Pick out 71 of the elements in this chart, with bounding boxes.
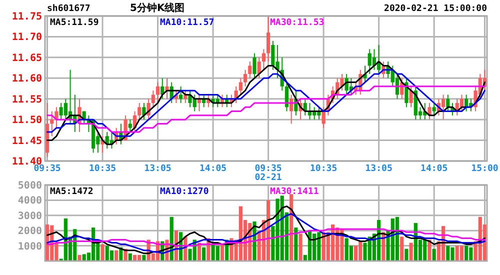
candlestick bbox=[248, 61, 252, 79]
bar bbox=[114, 250, 118, 261]
candlestick bbox=[138, 102, 142, 120]
candlestick bbox=[266, 16, 270, 62]
candlestick bbox=[128, 119, 132, 132]
text: MA5:11.59 bbox=[50, 18, 99, 28]
bar bbox=[354, 246, 358, 261]
candlestick bbox=[156, 82, 160, 104]
x-tick-label: 09:35 02-21 bbox=[254, 164, 282, 183]
bar bbox=[128, 253, 132, 261]
y-tick-label: 2000 bbox=[18, 226, 42, 238]
text: MA10:11.57 bbox=[160, 18, 214, 28]
candlestick bbox=[322, 106, 326, 128]
bar bbox=[404, 248, 408, 261]
bar bbox=[460, 246, 464, 261]
text: MA5:1472 bbox=[50, 187, 94, 197]
text: MA30:1411 bbox=[270, 187, 319, 197]
y-tick-label: 11.55 bbox=[12, 94, 42, 106]
bar bbox=[464, 246, 468, 261]
x-tick-label: 15:00 bbox=[471, 164, 498, 174]
bar bbox=[400, 236, 404, 261]
y-tick-label: 11.50 bbox=[12, 115, 42, 126]
y-tick-label: 4000 bbox=[18, 196, 42, 207]
y-tick-label: 1000 bbox=[18, 241, 42, 252]
chart-title: 5分钟K线图 bbox=[130, 2, 185, 14]
bar bbox=[78, 254, 82, 261]
candlestick bbox=[179, 86, 183, 104]
candlestick bbox=[243, 69, 248, 87]
text: 2020-02-21 15:00:00 bbox=[384, 4, 487, 14]
x-tick-label: 13:05 bbox=[365, 164, 392, 174]
chart-subtitle: sh601677 bbox=[47, 4, 90, 14]
x-tick-label: 14:05 bbox=[420, 164, 448, 174]
bar bbox=[110, 250, 114, 261]
candlestick bbox=[184, 90, 188, 104]
bar bbox=[432, 248, 436, 261]
y-tick-label: 11.60 bbox=[12, 74, 42, 85]
candlestick bbox=[262, 48, 266, 70]
y-tick-label: 11.75 bbox=[12, 12, 42, 22]
y-tick-label: 11.65 bbox=[12, 52, 42, 64]
candlestick bbox=[151, 90, 155, 108]
candlestick bbox=[404, 78, 408, 108]
bar bbox=[100, 244, 104, 261]
candlestick bbox=[54, 106, 58, 128]
line-series bbox=[46, 228, 486, 247]
y-tick-label: 5000 bbox=[18, 180, 42, 192]
candlestick bbox=[460, 94, 464, 112]
bar bbox=[298, 234, 302, 261]
candlestick bbox=[446, 94, 450, 112]
x-tick-label: 14:05 bbox=[199, 164, 227, 174]
candlestick bbox=[252, 52, 256, 79]
candlestick bbox=[142, 102, 146, 120]
y-tick-label: 3000 bbox=[18, 210, 42, 222]
x-tick-label: 10:35 bbox=[310, 164, 338, 174]
y-tick-label: 11.45 bbox=[12, 136, 42, 147]
bar bbox=[428, 240, 432, 261]
candlestick bbox=[165, 78, 169, 100]
x-tick-label: 13:05 bbox=[144, 164, 172, 174]
y-tick-label: 11.70 bbox=[12, 32, 42, 44]
text: MA30:11.53 bbox=[270, 18, 324, 28]
candlestick bbox=[432, 102, 436, 116]
bar bbox=[142, 254, 146, 261]
bar bbox=[220, 244, 224, 261]
bar bbox=[202, 247, 206, 261]
line-series bbox=[46, 206, 486, 254]
candlestick bbox=[238, 78, 242, 96]
text: MA10:1270 bbox=[160, 187, 209, 197]
candlestick bbox=[50, 110, 54, 137]
line-series bbox=[46, 213, 486, 254]
bar bbox=[294, 228, 298, 261]
x-tick-label: 10:35 bbox=[88, 164, 116, 174]
bar bbox=[409, 242, 413, 261]
